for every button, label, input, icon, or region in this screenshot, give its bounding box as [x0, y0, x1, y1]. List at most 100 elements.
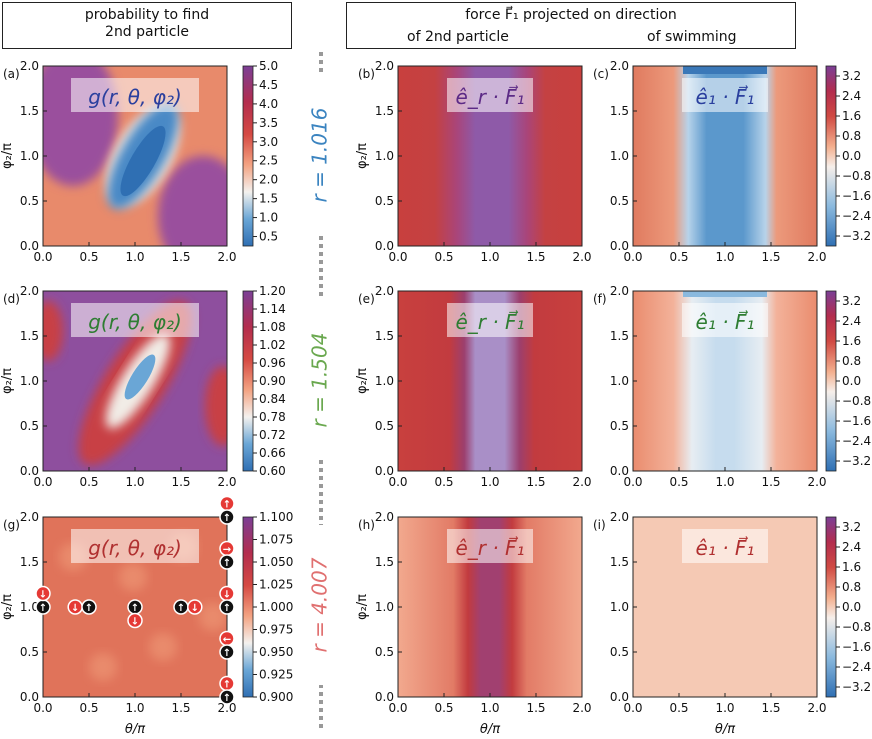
particle-circle — [81, 599, 97, 615]
x-tick-label: 1.5 — [171, 701, 190, 715]
colorbar-tick-label: −1.6 — [842, 640, 871, 654]
x-tick-label: 0.0 — [388, 250, 407, 264]
colorbar-tick-label: 0.0 — [842, 374, 861, 388]
x-axis-label: θ/π — [125, 722, 145, 737]
title-e: ê_r · F⃗₁ — [447, 303, 533, 337]
y-tick-label: 2.0 — [375, 59, 394, 73]
title-c: ê₁ · F⃗₁ — [682, 78, 768, 112]
y-tick-label: 2.0 — [20, 59, 39, 73]
axes-h: 0.0 0.5 1.0 1.5 2.0 0.0 0.5 1.0 1.5 2.0 φ₂/π θ/π (h) — [355, 510, 592, 737]
arrow-glyph: ↑ — [223, 603, 231, 614]
title-box — [682, 78, 768, 112]
row-label-bg — [309, 75, 335, 235]
colorbar-tick-label: 1.050 — [259, 555, 293, 569]
colorbar-g: 1.100 1.075 1.050 1.025 1.000 0.975 0.950 0.925… — [242, 510, 293, 704]
particle-circle — [219, 554, 235, 570]
colorbar-tick-label: 0.5 — [259, 230, 278, 244]
colorbar-tick-label: −2.4 — [842, 660, 871, 674]
title-box — [71, 529, 199, 563]
colorbar-tick-label: 0.72 — [259, 428, 286, 442]
colorbar-tick-label: 2.0 — [259, 173, 278, 187]
arrow-glyph: ↓ — [71, 603, 79, 614]
y-axis-label: φ₂/π — [355, 594, 370, 620]
x-tick-label: 1.5 — [526, 701, 545, 715]
x-tick-label: 2.0 — [807, 250, 826, 264]
x-tick-label: 2.0 — [217, 475, 236, 489]
black-particle-icon: ↑ — [219, 644, 235, 660]
x-tick-label: 0.0 — [33, 701, 52, 715]
axes-f: 0.0 0.5 1.0 1.5 2.00.00.51.01.52.0(f) — [593, 284, 827, 489]
particle-circle — [35, 585, 51, 602]
black-particle-icon: ↑ — [219, 599, 235, 615]
arrow-glyph: ↓ — [39, 590, 47, 601]
colorbar-bar — [825, 65, 837, 247]
y-tick-label: 1.0 — [20, 600, 39, 614]
arrow-glyph: → — [223, 545, 231, 556]
colorbar-tick-label: 1.6 — [842, 109, 861, 123]
y-tick-label: 2.0 — [610, 284, 629, 298]
x-tick-label: 1.5 — [761, 475, 780, 489]
y-axis-label: φ₂/π — [0, 368, 15, 394]
axes-i: 0.0 0.5 1.0 1.5 2.0 0.0 0.5 1.0 1.5 2.0 θ/π (i) — [593, 510, 827, 737]
axes-b: 0.0 0.5 1.0 1.5 2.0 0.0 0.5 1.0 1.5 2.0 φ₂/π (b) — [355, 59, 592, 264]
title-box — [447, 303, 533, 337]
y-tick-label: 1.0 — [610, 600, 629, 614]
title-text: ê_r · F⃗₁ — [455, 309, 524, 334]
colorbar-tick-label: 1.5 — [259, 192, 278, 206]
colorbar-tick-label: 0.84 — [259, 392, 286, 406]
y-axis-label: φ₂/π — [355, 143, 370, 169]
colorbar-tick-label: 4.0 — [259, 97, 278, 111]
x-tick-label: 0.5 — [434, 250, 453, 264]
y-tick-label: 0.5 — [375, 645, 394, 659]
row-label-bg — [309, 525, 335, 685]
y-tick-label: 1.5 — [375, 329, 394, 343]
colorbar-tick-label: 1.6 — [842, 560, 861, 574]
x-tick-label: 0.0 — [623, 250, 642, 264]
x-tick-label: 0.0 — [623, 475, 642, 489]
y-axis-label: φ₂/π — [0, 594, 15, 620]
noise-blob — [149, 633, 177, 661]
x-tick-label: 1.0 — [125, 475, 144, 489]
red-particle-icon: ↓ — [127, 612, 143, 629]
noise-blob — [119, 563, 147, 591]
colorbar-tick-label: 0.0 — [842, 149, 861, 163]
x-tick-label: 1.0 — [480, 701, 499, 715]
x-tick-label: 1.0 — [125, 250, 144, 264]
x-tick-label: 0.0 — [623, 701, 642, 715]
colorbar-tick-label: 1.0 — [259, 211, 278, 225]
header-right-sub-left: of 2nd particle — [407, 29, 509, 45]
x-tick-label: 1.0 — [480, 475, 499, 489]
panel-label: (h) — [358, 518, 375, 532]
colorbar-tick-label: 1.000 — [259, 600, 293, 614]
x-tick-label: 1.5 — [171, 475, 190, 489]
x-tick-label: 1.0 — [715, 475, 734, 489]
panel-label: (b) — [358, 67, 375, 81]
y-tick-label: 0.5 — [20, 645, 39, 659]
y-tick-label: 1.5 — [20, 104, 39, 118]
colorbar-tick-label: 0.8 — [842, 354, 861, 368]
y-tick-label: 0.5 — [375, 419, 394, 433]
title-h: ê_r · F⃗₁ — [447, 529, 533, 563]
x-tick-label: 0.5 — [434, 701, 453, 715]
x-tick-label: 1.5 — [761, 250, 780, 264]
black-particle-icon: ↑ — [127, 599, 143, 615]
orientation-markers: ↑ ↓ ↓ ↑ ↑ ↓ ↑ ↓ ↑ ↑ → ↑ ↓ ↑ ← ↑ ↑ ↑ — [35, 495, 235, 705]
red-particle-icon: ↓ — [187, 599, 203, 615]
colorbar-tick-label: 3.0 — [259, 135, 278, 149]
colorbar-f: 3.2 2.4 1.6 0.8 0.0 −0.8 −1.6 −2.4 −3.2 — [825, 290, 871, 472]
colorbar-a: 5.0 4.5 4.0 3.5 3.0 2.5 2.0 1.5 1.0 0.5 — [242, 59, 278, 247]
y-tick-label: 1.5 — [610, 555, 629, 569]
arrow-glyph: ↑ — [177, 603, 185, 614]
colorbar-tick-label: −0.8 — [842, 394, 871, 408]
y-tick-label: 1.0 — [20, 149, 39, 163]
y-tick-label: 1.5 — [375, 104, 394, 118]
colorbar-tick-label: 1.6 — [842, 334, 861, 348]
arrow-glyph: ↑ — [39, 603, 47, 614]
black-particle-icon: ↑ — [173, 599, 189, 615]
arrow-glyph: ↓ — [191, 603, 199, 614]
colorbar-tick-label: 0.975 — [259, 623, 293, 637]
title-box — [682, 303, 768, 337]
y-tick-label: 1.0 — [610, 374, 629, 388]
axes-g: 0.0 0.5 1.0 1.5 2.0 0.0 0.5 1.0 1.5 2.0 φ₂/π θ/π (g) — [0, 510, 237, 737]
